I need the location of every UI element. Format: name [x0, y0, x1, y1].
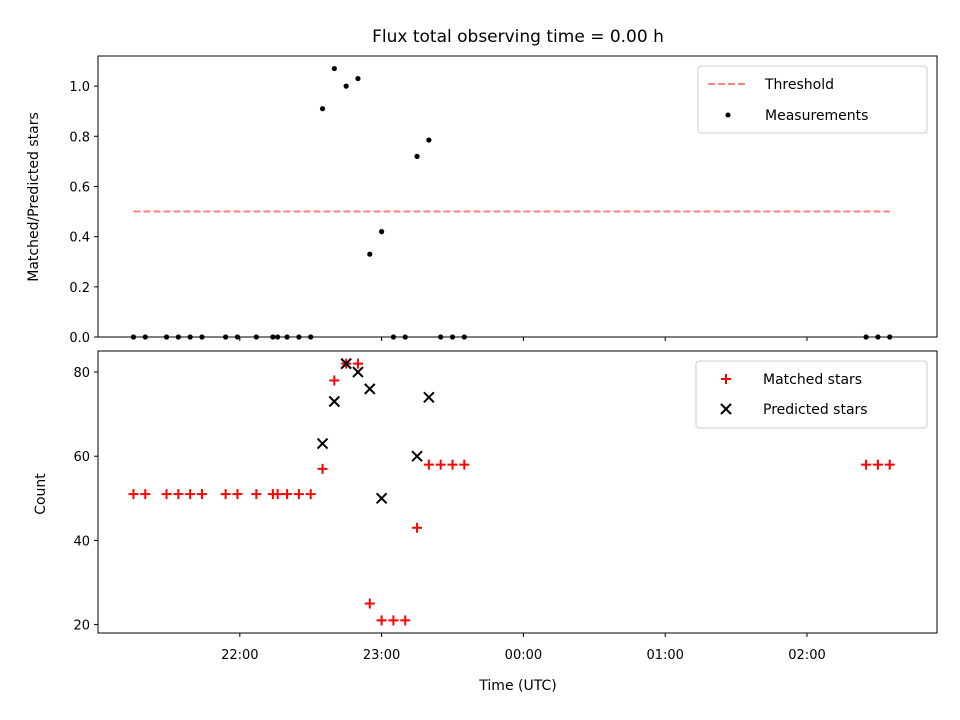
matched-point	[447, 459, 458, 470]
matched-point	[423, 459, 434, 470]
predicted-point	[316, 437, 329, 450]
legend-predicted-label: Predicted stars	[763, 402, 868, 418]
top-legend-frame	[697, 65, 928, 134]
predicted-point	[411, 450, 423, 462]
predicted-point-b	[375, 492, 388, 505]
top-y-tick-label: 0.2	[69, 281, 90, 296]
predicted-point	[364, 383, 376, 395]
legend-matched-marker	[721, 374, 731, 384]
legend-matched-label: Matched stars	[763, 372, 862, 388]
matched-point	[272, 489, 283, 500]
bottom-y-axis-label: Count	[33, 473, 49, 515]
top-plot-frame	[97, 55, 938, 338]
measurement-point	[343, 83, 349, 89]
measurement-point	[379, 229, 385, 235]
predicted-point	[423, 391, 435, 404]
bottom-x-tick-label: 22:00	[221, 648, 258, 663]
predicted-point-b	[328, 395, 341, 408]
bottom-x-tick-label: 02:00	[788, 648, 825, 663]
legend-predicted-marker-b	[720, 403, 732, 415]
matched-point	[232, 489, 243, 500]
bottom-y-tick-label: 40	[73, 534, 90, 549]
matched-point	[861, 459, 872, 470]
top-y-tick-label: 0.0	[69, 331, 90, 346]
top-y-tick-label: 0.8	[69, 130, 90, 145]
matched-point	[400, 615, 411, 626]
top-legend: Threshold Measurements	[697, 65, 928, 134]
x-axis-label: Time (UTC)	[478, 678, 556, 694]
bottom-y-tick-label: 20	[73, 619, 90, 634]
chart-title: Flux total observing time = 0.00 h	[372, 27, 664, 47]
predicted-point	[375, 492, 388, 505]
matched-point	[173, 489, 184, 500]
matched-point	[884, 459, 895, 470]
measurement-point	[367, 251, 373, 257]
legend-threshold-label: Threshold	[764, 77, 834, 93]
predicted-point	[328, 395, 341, 408]
predicted-point	[340, 357, 352, 370]
predicted-point-b	[411, 450, 423, 462]
bottom-legend: Matched stars Predicted stars	[695, 360, 928, 429]
predicted-point-b	[340, 357, 352, 370]
measurement-point	[414, 153, 420, 159]
matched-point	[161, 489, 172, 500]
measurement-point	[355, 75, 361, 82]
predicted-point-b	[316, 437, 329, 450]
predicted-point-b	[364, 383, 376, 395]
bottom-x-tick-label: 00:00	[505, 648, 542, 663]
matched-point	[293, 489, 304, 500]
legend-predicted-swatch	[720, 403, 732, 415]
matched-point	[220, 489, 231, 500]
bottom-legend-frame	[695, 360, 928, 429]
matched-point	[196, 489, 207, 500]
matched-point	[459, 459, 470, 470]
matched-point	[329, 375, 340, 386]
matched-point	[364, 598, 375, 609]
top-y-tick-label: 0.6	[69, 180, 90, 195]
matched-point	[128, 489, 139, 500]
matched-point	[412, 522, 423, 533]
bottom-y-tick-label: 80	[73, 366, 90, 381]
bottom-y-tick-label: 60	[73, 450, 90, 465]
measurement-point	[426, 137, 432, 143]
matched-point	[185, 489, 196, 500]
matched-point	[140, 489, 151, 500]
top-y-tick-label: 1.0	[69, 80, 90, 95]
matched-point	[352, 358, 363, 369]
matched-point	[251, 489, 262, 500]
bottom-x-tick-label: 23:00	[363, 648, 400, 663]
legend-measurements-swatch	[725, 112, 731, 118]
predicted-point-b	[352, 366, 364, 378]
measurement-point	[331, 65, 337, 72]
matched-point	[388, 615, 399, 626]
matched-point	[317, 463, 328, 474]
top-y-axis-label: Matched/Predicted stars	[26, 112, 42, 282]
bottom-x-tick-label: 01:00	[646, 648, 683, 663]
predicted-point	[352, 366, 364, 378]
matched-point	[872, 459, 883, 470]
legend-predicted-marker	[720, 403, 732, 415]
legend-measurements-label: Measurements	[765, 108, 868, 124]
matched-point	[435, 459, 446, 470]
bottom-plot-frame	[97, 350, 938, 634]
measurement-point	[319, 106, 326, 112]
matched-point	[282, 489, 293, 500]
top-y-tick-label: 0.4	[69, 231, 90, 246]
predicted-point-b	[423, 391, 435, 404]
matched-point	[376, 615, 387, 626]
legend-matched-swatch	[721, 374, 731, 384]
matched-point	[305, 489, 316, 500]
